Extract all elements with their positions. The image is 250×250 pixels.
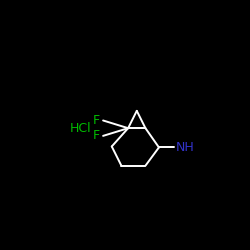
Text: F: F [93,114,100,126]
Text: F: F [93,130,100,142]
Text: HCl: HCl [70,122,91,135]
Text: NH: NH [175,140,194,153]
